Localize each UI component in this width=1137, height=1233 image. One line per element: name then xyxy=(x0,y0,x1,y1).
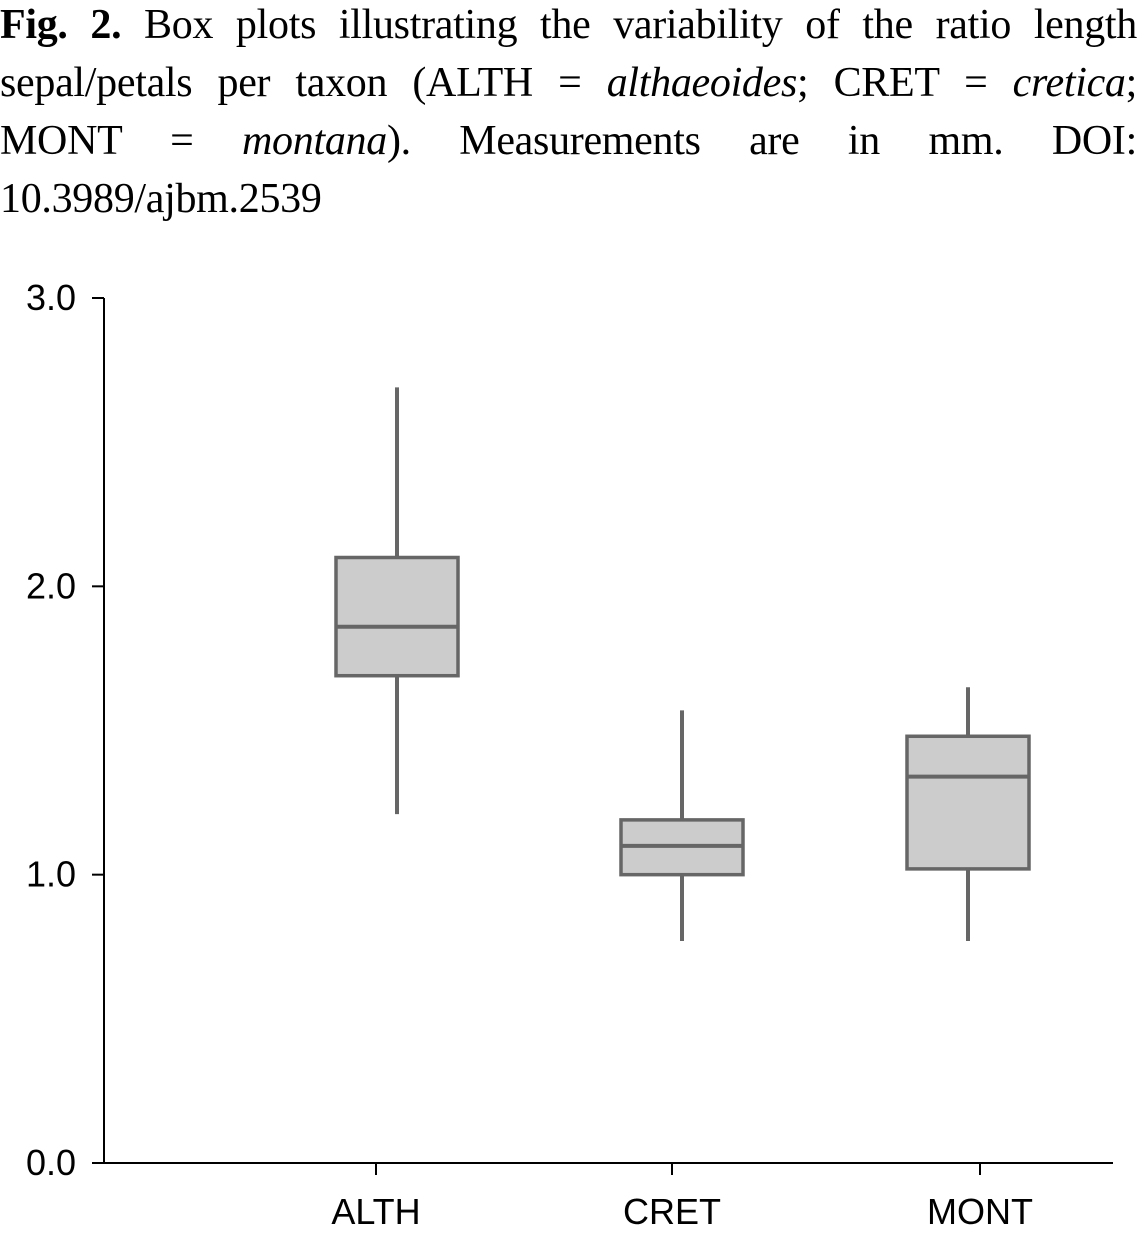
caption-text-2: ; CRET = xyxy=(797,60,1013,106)
y-tick-label: 1.0 xyxy=(26,854,76,895)
box-mont xyxy=(905,687,1031,941)
x-category-label: CRET xyxy=(623,1191,721,1232)
caption-text-3: ; MONT = xyxy=(0,60,1137,164)
x-category-label: ALTH xyxy=(331,1191,420,1232)
caption-text-1: Box plots illustrating the variability o… xyxy=(0,2,1137,106)
figure-caption: Fig. 2. Box plots illustrating the varia… xyxy=(0,0,1137,228)
caption-italic-cretica: cretica xyxy=(1012,60,1126,106)
caption-italic-montana: montana xyxy=(242,118,387,164)
y-tick-label: 0.0 xyxy=(26,1142,76,1183)
y-tick-label: 2.0 xyxy=(26,565,76,606)
box-iqr xyxy=(905,734,1031,871)
caption-text-4: ). Measurements are in mm. DOI: 10.3989/… xyxy=(0,118,1137,222)
box-cret xyxy=(619,710,745,941)
y-tick-label: 3.0 xyxy=(26,277,76,318)
chart-marks xyxy=(334,387,1031,941)
box-alth xyxy=(334,387,460,815)
figure-label: Fig. 2. xyxy=(0,2,122,48)
box-iqr xyxy=(334,555,460,678)
chart-axes: 0.0 1.0 2.0 3.0 ALTH CRET MONT xyxy=(26,277,1113,1232)
caption-italic-althaeoides: althaeoides xyxy=(606,60,798,106)
x-category-label: MONT xyxy=(927,1191,1033,1232)
